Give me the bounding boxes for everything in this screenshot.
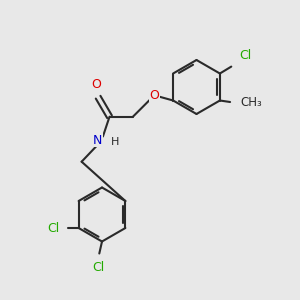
Text: O: O — [150, 88, 160, 102]
Text: Cl: Cl — [239, 49, 252, 62]
Text: H: H — [111, 136, 119, 147]
Text: CH₃: CH₃ — [240, 96, 262, 110]
Text: Cl: Cl — [47, 221, 60, 235]
Text: Cl: Cl — [92, 261, 104, 274]
Text: O: O — [91, 78, 101, 91]
Text: N: N — [93, 134, 102, 147]
